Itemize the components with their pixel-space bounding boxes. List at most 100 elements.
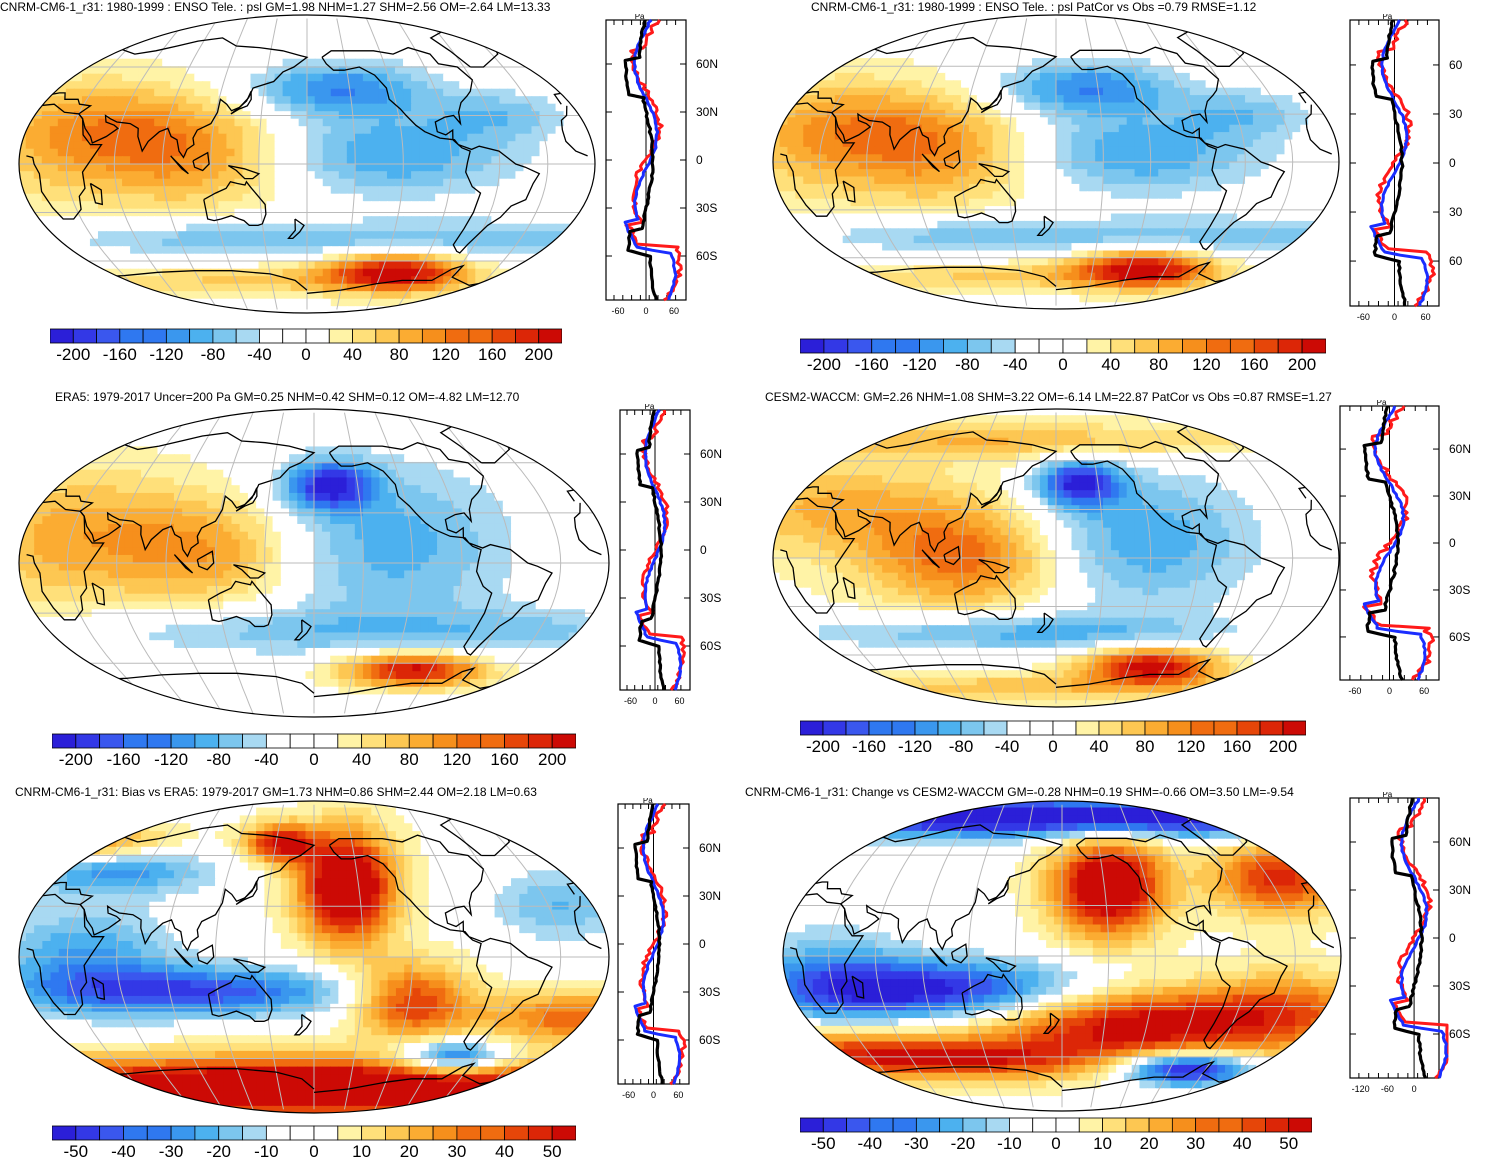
- colorbar-tick-label: -40: [247, 345, 272, 365]
- colorbar-bin: [1260, 721, 1283, 735]
- colorbar-bin: [338, 1126, 362, 1140]
- map-container: [18, 800, 610, 1119]
- colorbar-bin: [1135, 339, 1159, 353]
- colorbar-bin: [1079, 1118, 1102, 1132]
- colorbar-bin: [800, 1118, 823, 1132]
- colorbar-bin: [446, 329, 469, 343]
- colorbar-bin: [1039, 339, 1063, 353]
- lat-tick-label: 30N: [700, 495, 722, 509]
- lat-tick-label: 30N: [1449, 883, 1471, 897]
- colorbar-bin: [920, 339, 944, 353]
- colorbar-bin: [848, 339, 872, 353]
- colorbar-bin: [409, 1126, 433, 1140]
- colorbar-bin: [100, 1126, 124, 1140]
- colorbar-tick-label: 120: [1192, 355, 1220, 375]
- colorbar-bin: [1056, 1118, 1079, 1132]
- colorbar-bin: [195, 1126, 219, 1140]
- x-tick-label: -120: [1352, 1084, 1370, 1094]
- colorbar-bin: [824, 339, 848, 353]
- colorbar-bin: [823, 721, 846, 735]
- colorbar-bin: [457, 734, 481, 748]
- lat-tick-label: 30S: [700, 591, 721, 605]
- colorbar-tick-label: 0: [1058, 355, 1067, 375]
- colorbar-tick-label: 30: [447, 1142, 466, 1162]
- colorbar: [800, 338, 1326, 354]
- colorbar-tick-label: -50: [64, 1142, 89, 1162]
- world-map: [18, 800, 610, 1114]
- colorbar-bin: [896, 339, 920, 353]
- colorbar-bin: [528, 734, 552, 748]
- world-map: [18, 14, 596, 314]
- colorbar-bin: [219, 734, 243, 748]
- colorbar-bin: [433, 734, 457, 748]
- colorbar-bin: [893, 1118, 916, 1132]
- colorbar-bin: [50, 329, 73, 343]
- colorbar: [52, 1125, 576, 1141]
- colorbar-bin: [1030, 721, 1053, 735]
- colorbar-bin: [492, 329, 515, 343]
- colorbar-bin: [73, 329, 96, 343]
- colorbar-tick-label: 80: [390, 345, 409, 365]
- colorbar-tick-label: -120: [154, 750, 188, 770]
- colorbar-bin: [892, 721, 915, 735]
- colorbar-tick-label: 50: [1279, 1134, 1298, 1154]
- colorbar-bin: [938, 721, 961, 735]
- world-map: [782, 800, 1342, 1112]
- colorbar-bin: [362, 1126, 386, 1140]
- colorbar-bin: [1242, 1118, 1265, 1132]
- colorbar-bin: [338, 734, 362, 748]
- colorbar-tick-label: -120: [903, 355, 937, 375]
- lat-tick-label: 30S: [699, 985, 720, 999]
- colorbar-tick-label: -80: [201, 345, 226, 365]
- colorbar-tick-label: -200: [56, 345, 90, 365]
- colorbar-bin: [1183, 339, 1207, 353]
- colorbar-tick-label: 200: [1288, 355, 1316, 375]
- x-tick-label: -60: [1381, 1084, 1394, 1094]
- colorbar-bin: [1283, 721, 1306, 735]
- colorbar: [50, 328, 562, 344]
- lat-tick-label: 60S: [699, 1033, 720, 1047]
- colorbar-bin: [1076, 721, 1099, 735]
- colorbar-bin: [552, 1126, 576, 1140]
- colorbar-bin: [1103, 1118, 1126, 1132]
- x-tick-label: 60: [1421, 312, 1431, 322]
- x-tick-label: 60: [1419, 686, 1429, 696]
- colorbar-bin: [1289, 1118, 1312, 1132]
- x-tick-label: 0: [1387, 686, 1392, 696]
- colorbar-bin: [915, 721, 938, 735]
- colorbar-bin: [869, 721, 892, 735]
- lat-tick-label: 30N: [696, 105, 718, 119]
- lat-tick-label: 30: [1449, 205, 1463, 219]
- colorbar-bin: [266, 734, 290, 748]
- colorbar-bin: [1196, 1118, 1219, 1132]
- colorbar-tick-label: 160: [1240, 355, 1268, 375]
- colorbar-bin: [847, 1118, 870, 1132]
- colorbar-bin: [283, 329, 306, 343]
- colorbar-tick-label: 40: [1090, 737, 1109, 757]
- colorbar-bin: [266, 1126, 290, 1140]
- colorbar-bin: [846, 721, 869, 735]
- colorbar-tick-label: -80: [949, 737, 974, 757]
- colorbar-tick-label: 120: [1177, 737, 1205, 757]
- colorbar-bin: [123, 1126, 147, 1140]
- colorbar-tick-label: 10: [1093, 1134, 1112, 1154]
- colorbar-tick-label: 200: [538, 750, 566, 770]
- colorbar-bin: [1191, 721, 1214, 735]
- colorbar-bin: [166, 329, 189, 343]
- colorbar-tick-label: 40: [495, 1142, 514, 1162]
- colorbar-bin: [290, 1126, 314, 1140]
- colorbar-tick-label: -30: [159, 1142, 184, 1162]
- colorbar-bin: [800, 339, 824, 353]
- colorbar-bin: [1254, 339, 1278, 353]
- colorbar-bin: [314, 1126, 338, 1140]
- colorbar-tick-label: 0: [309, 750, 318, 770]
- lat-tick-label: 30N: [699, 889, 721, 903]
- colorbar-tick-label: -80: [206, 750, 231, 770]
